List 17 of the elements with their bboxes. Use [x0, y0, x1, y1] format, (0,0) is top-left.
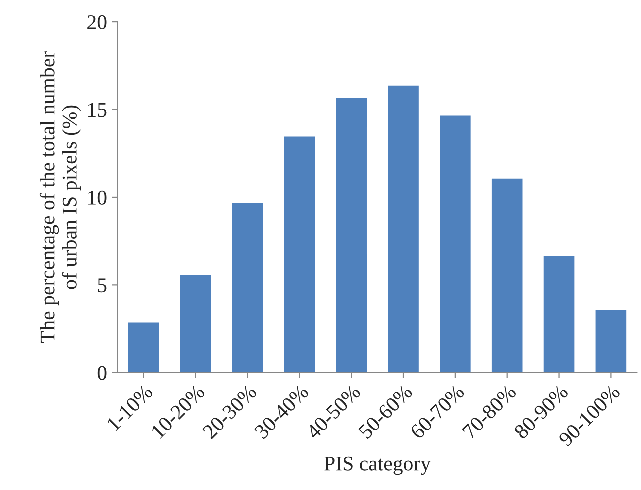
- y-axis-title: The percentage of the total number of urban IS pixels (%): [40, 52, 82, 344]
- bar: [334, 96, 368, 373]
- y-tick-label: 5: [98, 278, 107, 293]
- bar: [594, 309, 628, 373]
- bar: [386, 84, 420, 373]
- bar: [127, 321, 161, 373]
- bar: [438, 114, 472, 373]
- y-tick-label: 10: [88, 190, 107, 205]
- y-tick-label: 0: [98, 366, 107, 380]
- y-tick-label: 15: [88, 103, 107, 118]
- bar: [179, 274, 213, 373]
- bar: [230, 202, 265, 373]
- bar: [282, 135, 316, 373]
- x-axis-title: PIS category: [324, 456, 431, 476]
- y-tick-label: 20: [88, 15, 107, 30]
- bar: [542, 254, 576, 373]
- bar: [490, 177, 524, 373]
